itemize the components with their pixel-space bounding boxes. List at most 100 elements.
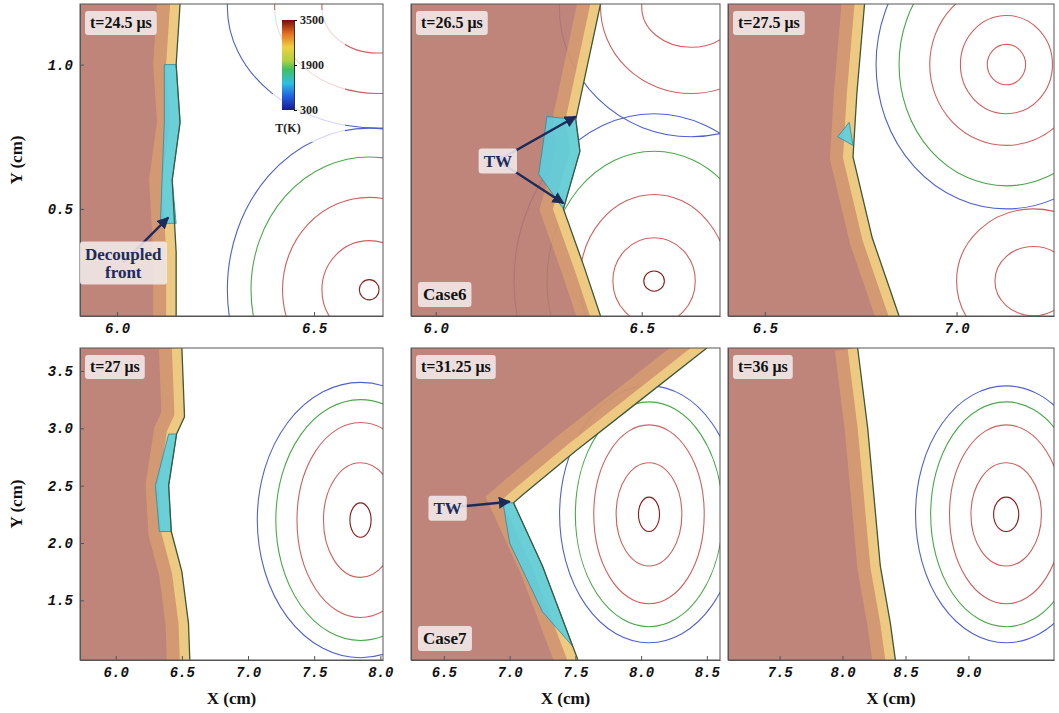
tick-label: 6.5 <box>630 321 656 337</box>
unburnt-pocket <box>838 122 853 145</box>
reaction-band <box>514 348 707 660</box>
plot-background <box>728 4 1054 316</box>
label-box <box>428 496 466 521</box>
x-axis: 6.0 6.5 <box>412 312 721 337</box>
tick-label: 7.5 <box>302 665 328 681</box>
contour <box>957 209 1054 316</box>
contour <box>931 402 1054 627</box>
plot-frame <box>80 4 383 316</box>
contour <box>876 4 1054 209</box>
tick-label: 2.0 <box>48 536 73 552</box>
colorbar-axis: 30019003500 <box>294 13 324 117</box>
title-text: t=36 μs <box>738 358 788 376</box>
front-line <box>563 4 600 316</box>
axis-line <box>729 316 1055 317</box>
annotation-line: front <box>105 263 142 282</box>
reaction-band <box>853 4 899 316</box>
front-line <box>172 4 180 316</box>
axis-line <box>81 660 384 661</box>
tick: 6.0 <box>104 656 129 681</box>
front-line <box>514 348 707 660</box>
tick: 300 <box>294 103 318 117</box>
tick-mark <box>248 656 249 660</box>
tick: 0.5 <box>48 202 84 218</box>
contour <box>644 271 665 291</box>
case-label: Case7 <box>423 629 467 648</box>
tick: 6.5 <box>432 656 458 681</box>
tick: 1.0 <box>48 58 84 74</box>
tick-mark <box>575 656 576 660</box>
contour <box>987 44 1025 84</box>
y-axis <box>728 349 729 661</box>
unburnt-pocket <box>539 117 580 209</box>
tick: 7.5 <box>302 656 328 681</box>
tick: 6.5 <box>302 312 328 337</box>
axis-line <box>80 349 81 661</box>
title-text: t=24.5 μs <box>90 14 152 32</box>
tick: 7.0 <box>944 312 969 337</box>
colorbar-ramp <box>282 20 294 110</box>
title-text: t=27.5 μs <box>738 14 800 32</box>
plot-area <box>411 4 720 316</box>
contour <box>950 425 1054 604</box>
tick-mark <box>765 312 766 316</box>
reaction-zone <box>858 348 896 660</box>
tick-mark <box>905 656 906 660</box>
contour <box>994 497 1019 531</box>
panel: 7.58.08.59.0X (cm)t=36 μs <box>728 348 1059 708</box>
contour <box>995 246 1054 315</box>
contour <box>642 4 720 47</box>
figure: 6.06.50.51.0Y (cm)30019003500T(K)t=24.5 … <box>0 0 1059 713</box>
tick-mark <box>116 656 117 660</box>
x-axis: 7.58.08.59.0 <box>729 656 1055 681</box>
tick-mark <box>80 371 84 372</box>
plot-area <box>728 348 1054 660</box>
axis-line <box>728 5 729 317</box>
contour <box>916 386 1054 643</box>
axis-line <box>411 5 412 317</box>
tick-label: 8.0 <box>830 665 855 681</box>
panel-title: t=26.5 μs <box>416 11 488 35</box>
tick-label: 7.0 <box>498 665 523 681</box>
tick-mark <box>294 110 297 111</box>
tick-mark <box>182 656 183 660</box>
tick: 8.0 <box>368 656 393 681</box>
contour <box>257 382 383 657</box>
label-box <box>733 355 793 379</box>
plot-frame <box>80 348 383 660</box>
tick-label: 6.5 <box>170 665 196 681</box>
tick-mark <box>80 600 84 601</box>
y-axis: 0.5 1.0 <box>48 5 84 317</box>
tick-mark <box>294 65 297 66</box>
contour <box>322 241 383 316</box>
tick: 8.5 <box>695 656 721 681</box>
annotation: TW <box>428 496 509 521</box>
contour <box>323 463 383 578</box>
annotation: TW <box>479 117 576 204</box>
annotation-text: Decoupledfront <box>85 245 162 282</box>
tick-mark <box>314 312 315 316</box>
tick: 7.5 <box>563 656 589 681</box>
tick-mark <box>957 312 958 316</box>
tick-mark <box>380 656 381 660</box>
y-axis-title: Y (cm) <box>7 480 26 529</box>
axis-line <box>728 349 729 661</box>
unburnt-pocket <box>503 503 573 646</box>
tick-mark <box>80 486 84 487</box>
panel: 6.06.57.07.58.01.52.02.53.03.5Y (cm)X (c… <box>7 348 464 708</box>
panel-title: t=24.5 μs <box>85 11 157 35</box>
tick-label: 6.0 <box>104 665 129 681</box>
label-box <box>479 149 517 174</box>
annotation: Case6 <box>418 282 471 307</box>
tick-label: 6.0 <box>424 321 449 337</box>
reaction-zone <box>169 348 190 660</box>
reaction-band <box>169 348 190 660</box>
tick: 8.0 <box>629 656 654 681</box>
tick: 3.0 <box>48 421 84 437</box>
annotation: Case7 <box>418 626 472 651</box>
x-axis: 6.06.5 <box>81 312 384 337</box>
tick-mark <box>80 209 84 210</box>
panel-title: t=36 μs <box>733 355 793 379</box>
tick-label: 6.5 <box>753 321 779 337</box>
contour <box>960 16 1052 114</box>
